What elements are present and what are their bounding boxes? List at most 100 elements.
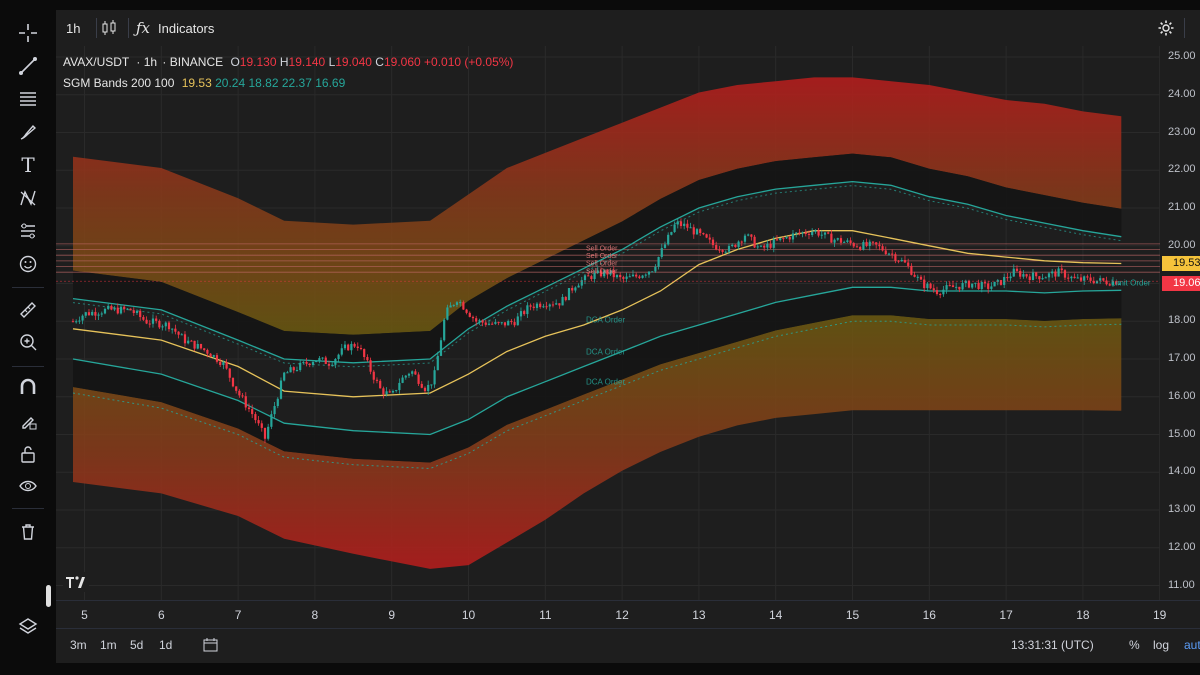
indicator-name[interactable]: SGM Bands 200 100 [63,76,175,90]
candle-body [641,275,644,278]
candle-body [1102,278,1105,281]
candle-body [558,303,561,306]
candle-body [228,368,231,378]
lock-drawings-icon[interactable] [12,406,44,436]
range-1m-button[interactable]: 1m [100,638,117,652]
candle-body [187,340,190,344]
candle-body [158,320,161,328]
candle-body [123,306,126,310]
tradingview-logo[interactable] [63,572,89,592]
chart-pane[interactable]: DCA Order DCA Order DCA Order Sell Order Sel… [56,46,1160,600]
goto-date-button[interactable] [202,637,220,656]
candle-body [695,229,699,235]
magnet-icon[interactable] [12,373,44,403]
range-5d-button[interactable]: 5d [130,638,144,652]
candle-body [238,390,241,396]
time-axis[interactable]: 5 6 7 8 9 10 11 12 13 14 15 16 17 18 19 [56,600,1200,629]
time-tick-label: 5 [81,608,88,622]
pattern-icon[interactable] [12,183,44,213]
candle-body [548,304,551,307]
ruler-icon[interactable] [12,295,44,325]
crosshair-icon[interactable] [12,18,44,48]
candle-body [711,239,715,246]
forecast-icon[interactable] [12,216,44,246]
candle-body [459,302,462,304]
candle-body [1044,277,1047,279]
candle-body [369,360,372,372]
candle-body [919,276,923,280]
candle-body [91,311,94,316]
candle-body [126,308,129,310]
candle-body [737,241,740,247]
candle-body [1015,268,1019,271]
calendar-icon [203,638,218,652]
candle-body [852,243,855,247]
price-scale[interactable]: 25.0024.0023.0022.0021.0020.0019.0018.00… [1160,46,1200,600]
trash-icon[interactable] [12,516,44,546]
unlock-icon[interactable] [12,439,44,469]
candle-body [721,250,724,252]
candle-body [731,244,734,247]
text-icon[interactable]: T [21,153,35,177]
zoom-in-icon[interactable] [12,327,44,357]
price-tick-label: 20.00 [1168,238,1196,251]
candle-body [135,310,139,314]
percent-toggle[interactable]: % [1129,638,1140,652]
candle-body [727,246,731,252]
symbol-name[interactable]: AVAX/USDT [63,55,130,69]
range-1d-button[interactable]: 1d [159,638,173,652]
brush-icon[interactable] [12,117,44,147]
interval-button[interactable]: 1h [66,20,81,36]
trend-line-icon[interactable] [12,51,44,81]
candle-body [1054,271,1057,277]
candle-body [315,360,318,363]
candle-body [270,414,273,427]
candle-body [897,260,900,262]
candle-body [404,375,407,378]
candle-body [545,306,548,308]
top-toolbar: 1h ƒx Indicators [56,10,1200,47]
candle-body [619,275,622,278]
candle-body [337,354,340,360]
clock-display[interactable]: 13:31:31 (UTC) [1011,638,1094,652]
eye-icon[interactable] [12,471,44,501]
log-toggle[interactable]: log [1153,638,1170,652]
candle-body [132,310,135,314]
price-tick-label: 11.00 [1168,578,1195,591]
indicators-button[interactable]: ƒx Indicators [136,10,214,46]
candle-body [772,239,775,248]
candle-body [94,311,97,316]
toolbar-divider [12,366,44,367]
candle-body [923,279,926,289]
candle-body [718,249,721,251]
emoji-icon[interactable] [12,249,44,279]
auto-toggle[interactable]: auto [1184,638,1200,652]
candle-body [1118,283,1121,285]
candle-body [1073,276,1076,279]
candle-body [942,289,945,295]
time-tick-label: 11 [539,608,552,622]
candle-body [663,244,667,248]
close-value: 19.060 [383,55,421,69]
candle-body [967,280,971,288]
candle-body [513,322,516,326]
candle-body [689,227,692,229]
chart-type-button[interactable] [100,10,118,46]
candle-body [990,286,993,289]
candle-body [279,380,283,399]
range-3m-button[interactable]: 3m [70,638,87,652]
candle-body [542,306,545,308]
layers-icon[interactable] [12,611,44,641]
settings-button[interactable] [1156,10,1176,46]
candle-body [955,286,958,288]
upper-dark-channel [73,153,1122,363]
toolbar-scroll-thumb[interactable] [46,585,51,607]
candle-body [420,383,423,388]
fib-retracement-icon[interactable] [12,84,44,114]
dca-order-label: DCA Order [586,347,625,356]
candle-body [475,318,478,322]
indicator-value: 19.53 [181,76,212,90]
candle-body [763,245,766,248]
